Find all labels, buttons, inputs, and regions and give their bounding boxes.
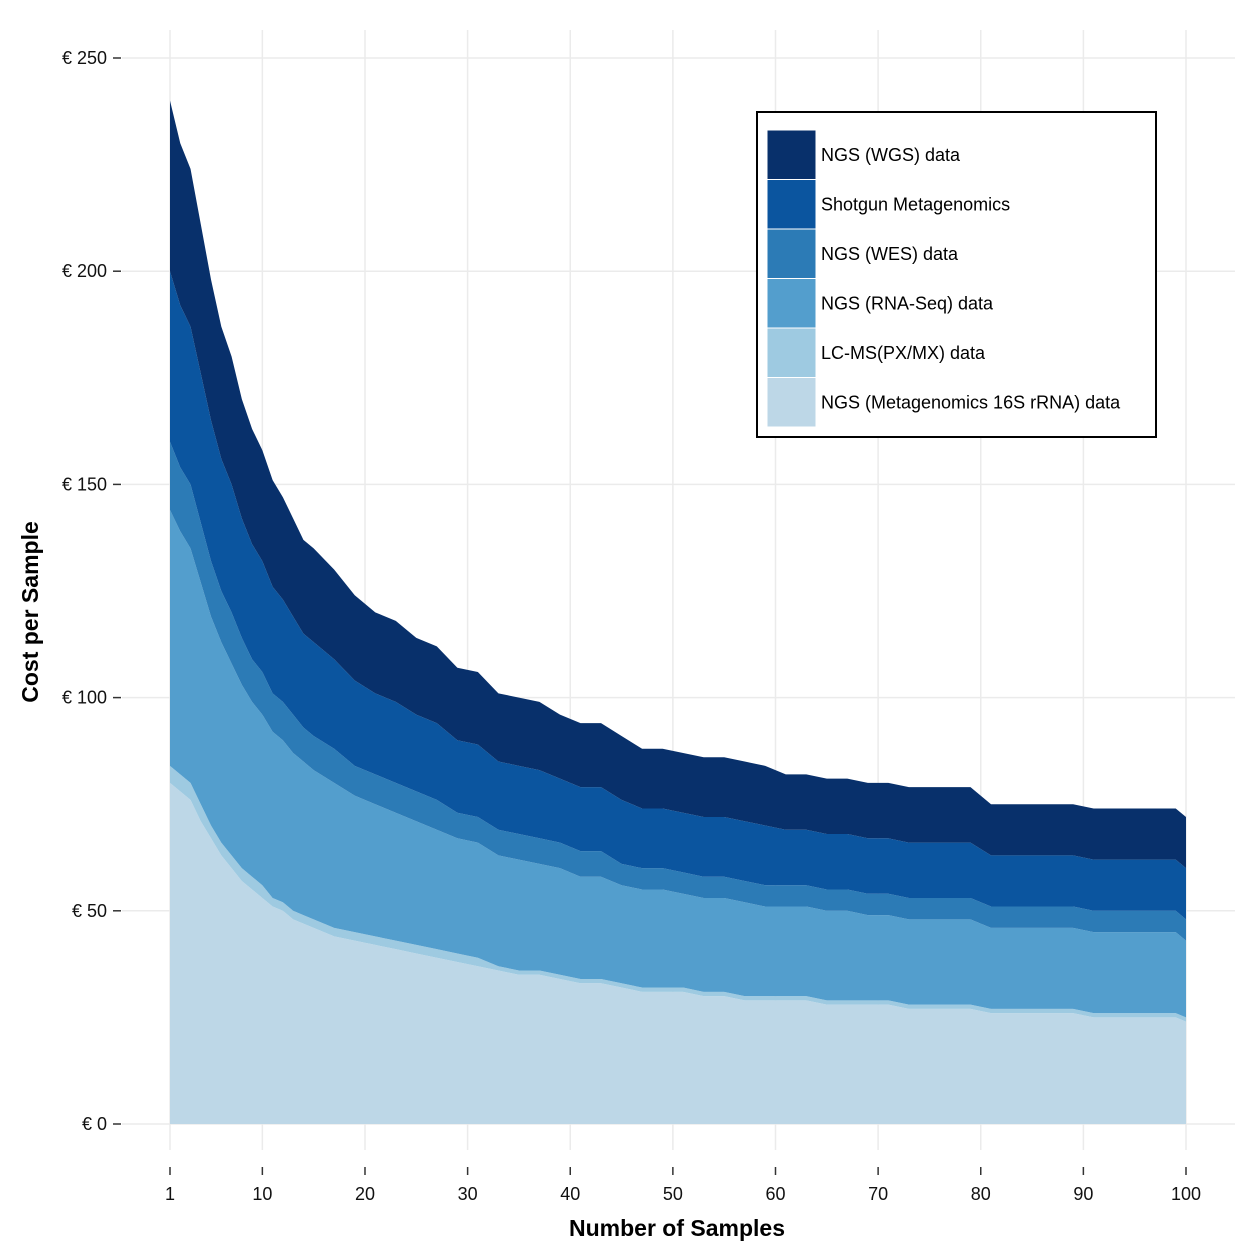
x-axis: 1 10 20 30 40 50 60 70 80 90 100 bbox=[165, 1167, 1201, 1204]
area-ngs-metagenomics-16s-rrna-data bbox=[170, 782, 1186, 1124]
x-tick-label: 70 bbox=[868, 1184, 888, 1204]
stacked-areas bbox=[170, 100, 1186, 1124]
area-ngs-rna-seq-data bbox=[170, 509, 1186, 1018]
x-tick-label: 1 bbox=[165, 1184, 175, 1204]
x-tick-label: 100 bbox=[1171, 1184, 1201, 1204]
area-ngs-wes-data bbox=[170, 441, 1186, 941]
legend-label: NGS (WES) data bbox=[821, 244, 959, 264]
legend-box bbox=[756, 111, 1157, 438]
legend-label: NGS (Metagenomics 16S rRNA) data bbox=[821, 392, 1121, 412]
legend-key bbox=[766, 278, 817, 329]
legend-key bbox=[766, 327, 817, 378]
legend-items: NGS (WGS) data Shotgun Metagenomics NGS (W… bbox=[766, 129, 1121, 428]
legend-label: Shotgun Metagenomics bbox=[821, 194, 1010, 214]
x-tick-label: 90 bbox=[1073, 1184, 1093, 1204]
legend-key bbox=[766, 377, 817, 428]
legend-key bbox=[766, 129, 817, 180]
x-tick-label: 50 bbox=[663, 1184, 683, 1204]
legend: NGS (WGS) data Shotgun Metagenomics NGS (W… bbox=[756, 111, 1157, 438]
legend-label: NGS (WGS) data bbox=[821, 145, 961, 165]
y-tick-label: € 0 bbox=[82, 1114, 107, 1134]
legend-key bbox=[766, 179, 817, 230]
x-tick-label: 20 bbox=[355, 1184, 375, 1204]
x-tick-label: 10 bbox=[252, 1184, 272, 1204]
x-tick-label: 30 bbox=[458, 1184, 478, 1204]
y-tick-label: € 50 bbox=[72, 901, 107, 921]
x-tick-label: 60 bbox=[765, 1184, 785, 1204]
legend-label: LC-MS(PX/MX) data bbox=[821, 343, 986, 363]
legend-label: NGS (RNA-Seq) data bbox=[821, 293, 994, 313]
x-axis-title: Number of Samples bbox=[569, 1215, 785, 1241]
x-tick-label: 80 bbox=[971, 1184, 991, 1204]
area-shotgun-metagenomics bbox=[170, 271, 1186, 920]
y-tick-label: € 250 bbox=[62, 48, 107, 68]
y-tick-label: € 200 bbox=[62, 261, 107, 281]
y-tick-label: € 100 bbox=[62, 688, 107, 708]
y-axis-title: Cost per Sample bbox=[17, 521, 43, 703]
y-tick-label: € 150 bbox=[62, 474, 107, 494]
legend-key bbox=[766, 228, 817, 279]
y-axis: € 0 € 50 € 100 € 150 € 200 € 250 bbox=[62, 48, 121, 1134]
area-ngs-wgs-data bbox=[170, 100, 1186, 869]
x-tick-label: 40 bbox=[560, 1184, 580, 1204]
